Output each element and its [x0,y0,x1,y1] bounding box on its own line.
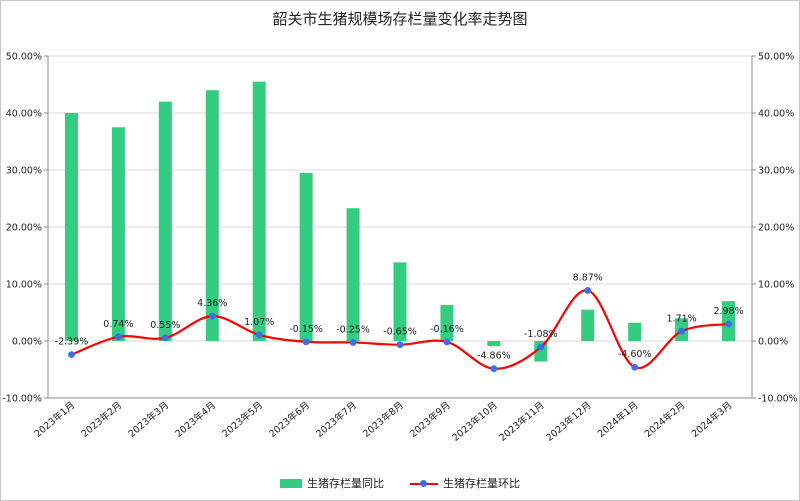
line-point [302,338,310,346]
legend-item-mom: 生猪存栏量环比 [410,475,520,491]
bar [487,341,501,347]
point-data-label: 8.87% [573,272,603,283]
legend-label-mom: 生猪存栏量环比 [443,477,520,490]
y-tick-label-left: 50.00% [6,52,42,63]
point-data-label: 0.74% [103,319,133,330]
series-line [71,289,729,370]
y-tick-label-right: -10.00% [758,394,798,405]
line-point [396,341,404,349]
x-tick-label: 2024年3月 [689,399,734,440]
bar [64,113,78,341]
x-tick-label: 2023年9月 [407,399,452,440]
bar [440,305,454,341]
line-point [208,312,216,320]
bar [581,309,595,341]
y-tick-label-right: 30.00% [758,166,794,177]
point-data-label: -0.25% [336,324,370,335]
line-point [349,339,357,346]
x-tick-label: 2023年6月 [267,399,312,440]
x-tick-label: 2023年11月 [497,399,547,444]
y-tick-label-right: 0.00% [758,337,788,348]
point-data-label: 1.71% [667,313,697,324]
line-point [631,363,639,371]
point-data-label: -0.15% [289,324,323,335]
bar [346,208,360,341]
x-tick-label: 2023年7月 [314,399,359,440]
y-tick-label-right: 10.00% [758,280,794,291]
legend-item-yoy: 生猪存栏量同比 [280,475,384,491]
y-tick-label-left: 10.00% [6,280,42,291]
y-tick-label-right: 50.00% [758,52,794,63]
x-tick-label: 2023年2月 [79,399,124,440]
point-data-label: -4.86% [477,351,511,362]
x-tick-label: 2024年2月 [642,399,687,440]
point-data-label: 4.36% [197,298,227,309]
point-data-label: 0.55% [150,320,180,331]
y-tick-label-right: 20.00% [758,223,794,234]
point-data-label: -0.16% [430,324,464,335]
line-point [443,338,451,346]
y-tick-label-left: 20.00% [6,223,42,234]
point-data-label: -2.39% [55,337,89,348]
line-point [115,333,122,341]
x-tick-label: 2023年12月 [544,399,594,444]
chart-legend: 生猪存栏量同比 生猪存栏量环比 [0,475,800,491]
x-tick-label: 2023年3月 [126,399,171,440]
bar [252,81,266,342]
line-point [161,334,169,342]
line-point [678,327,685,335]
point-data-label: 1.07% [244,317,274,328]
x-tick-label: 2023年8月 [360,399,405,440]
bar [628,322,642,341]
line-point [584,287,592,294]
bar [534,341,548,362]
x-tick-label: 2024年1月 [595,399,640,440]
line-point [490,365,498,373]
legend-label-yoy: 生猪存栏量同比 [307,477,384,490]
x-tick-label: 2023年10月 [450,399,500,444]
y-tick-label-left: -10.00% [2,394,42,405]
bar [111,127,125,341]
y-tick-label-right: 40.00% [758,109,794,120]
y-tick-label-left: 0.00% [12,337,42,348]
bar [158,101,172,341]
y-tick-label-left: 40.00% [6,109,42,120]
line-point [68,351,75,359]
x-tick-label: 2023年1月 [32,399,77,440]
point-data-label: 2.98% [713,306,743,317]
point-data-label: -4.60% [618,349,652,360]
x-tick-label: 2023年4月 [173,399,218,440]
legend-bar-swatch [280,478,302,488]
bar [393,262,407,341]
legend-line-swatch [410,479,438,488]
line-point [537,343,545,351]
line-point [725,320,732,328]
point-data-label: -0.65% [383,327,417,338]
bar [205,90,219,341]
point-data-label: -1.08% [524,329,558,340]
line-point [255,331,263,339]
x-tick-label: 2023年5月 [220,399,265,440]
y-tick-label-left: 30.00% [6,166,42,177]
bar [299,172,313,341]
chart-title: 韶关市生猪规模场存栏量变化率走势图 [272,10,528,28]
